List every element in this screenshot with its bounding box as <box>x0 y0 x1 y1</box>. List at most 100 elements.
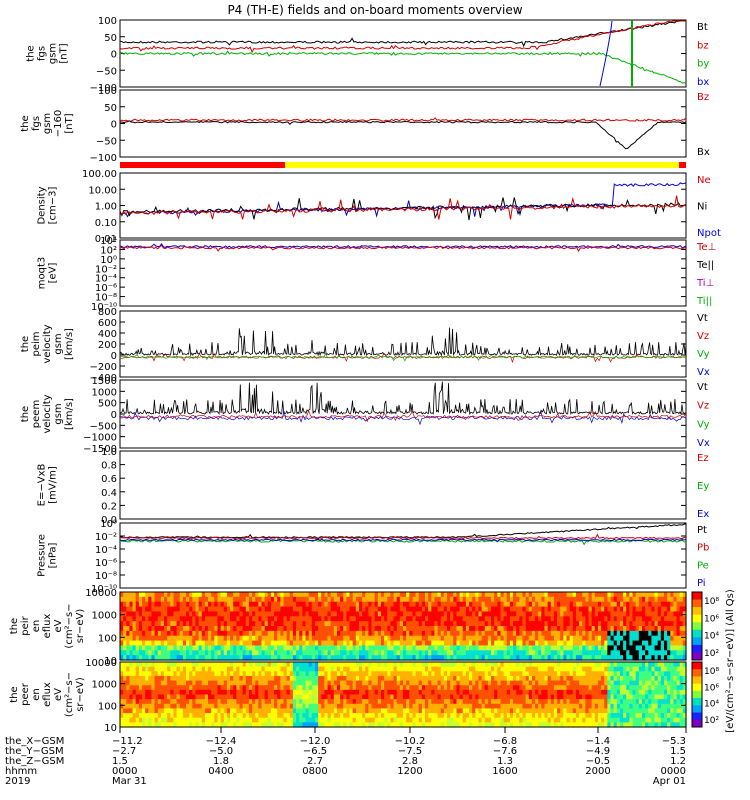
y-tick-label: 10⁻¹⁰ <box>91 584 117 595</box>
x-tick-label: −2.7 <box>112 746 136 757</box>
y-axis-label: [eV] <box>48 263 59 284</box>
series-Ti <box>119 243 687 249</box>
legend-entry: Ey <box>697 481 709 492</box>
y-tick-label: 1.00 <box>95 202 117 213</box>
y-tick-label: −400 <box>90 373 117 384</box>
legend-entry: Te|| <box>696 260 714 271</box>
y-tick-label: 1000 <box>92 387 117 398</box>
series-Bx <box>119 120 687 150</box>
legend-entry: Vz <box>697 331 709 342</box>
y-axis-label: (cm²−s− <box>64 672 75 717</box>
panel-efield <box>119 450 687 520</box>
y-axis-label: gsm <box>53 333 64 354</box>
legend-entry: Pi <box>697 578 706 589</box>
legend-entry: Vy <box>697 419 710 430</box>
panel-fgs_gsm_hires <box>119 89 687 158</box>
y-tick-label: 10⁰ <box>100 255 117 266</box>
x-tick-label: 2.7 <box>307 756 323 767</box>
y-tick-label: 10⁻⁶ <box>95 283 117 294</box>
y-tick-label: 100 <box>98 633 117 644</box>
x-tick-label: −4.9 <box>586 746 610 757</box>
y-tick-label: 10² <box>100 245 117 256</box>
y-axis-label: the <box>9 618 20 634</box>
y-tick-label: −100 <box>90 83 117 94</box>
legend-entry: Ti⊥ <box>696 278 714 289</box>
y-tick-label: 200 <box>98 340 117 351</box>
x-tick-label: Mar 31 <box>112 776 147 787</box>
x-tick-label: Apr 01 <box>653 776 686 787</box>
legend-entry: Ti|| <box>696 296 712 307</box>
legend-entry: bx <box>697 77 709 88</box>
y-tick-label: 0.01 <box>95 234 117 245</box>
y-axis-label: fgs <box>31 116 42 131</box>
legend-entry: Pe <box>697 560 709 571</box>
panel-peem_velocity <box>119 379 687 449</box>
y-axis-label: (cm²−s− <box>64 603 75 648</box>
legend-entry: Ez <box>697 453 709 464</box>
series-bz <box>119 20 686 54</box>
panel-peer_spec <box>119 661 687 728</box>
y-axis-label: en <box>31 688 42 701</box>
series-Vt <box>119 327 687 357</box>
x-tick-label: 1200 <box>397 766 422 777</box>
panel-temperature <box>119 239 687 307</box>
panel-frame <box>119 591 687 661</box>
y-tick-label: 10000 <box>85 588 117 599</box>
colorbar-tick: 10⁴ <box>704 700 719 710</box>
y-tick-label: −50 <box>96 66 117 77</box>
x-tick-label: 0800 <box>302 766 327 777</box>
y-tick-label: 1.0 <box>101 447 117 458</box>
y-axis-label: peim <box>31 331 42 356</box>
y-tick-label: 0.4 <box>101 488 117 499</box>
y-axis-label: eV <box>53 688 64 701</box>
x-tick-label: −7.6 <box>493 746 517 757</box>
y-tick-label: 10⁻⁸ <box>95 571 117 582</box>
y-tick-label: 10⁻² <box>95 532 117 543</box>
y-tick-label: 100 <box>98 701 117 712</box>
legend-entry: Bx <box>697 147 710 158</box>
series-Vy <box>119 352 687 362</box>
y-axis-label: velocity <box>42 394 53 433</box>
x-tick-label: −7.5 <box>398 746 422 757</box>
y-axis-label: peir <box>20 615 31 635</box>
colorbar-tick: 10⁸ <box>704 667 719 677</box>
y-tick-label: 400 <box>98 329 117 340</box>
y-tick-label: −1500 <box>83 444 117 455</box>
x-tick-label: −10.2 <box>395 736 426 747</box>
y-tick-label: 0 <box>111 410 117 421</box>
legend-entry: Bt <box>697 22 708 33</box>
series-Pb <box>119 533 687 540</box>
x-row-name: the_Y−GSM <box>5 746 64 757</box>
panel-frame <box>119 522 687 589</box>
y-tick-label: 10⁻⁴ <box>95 545 117 556</box>
y-axis-label: [mV/m] <box>48 466 59 504</box>
y-axis-label: [cm−3] <box>48 187 59 225</box>
x-tick-label: 1.5 <box>670 746 686 757</box>
x-tick-label: −5.0 <box>209 746 233 757</box>
y-tick-label: 0 <box>111 351 117 362</box>
y-tick-label: 100.00 <box>82 169 117 180</box>
colorbar-tick: 10⁶ <box>704 614 719 624</box>
y-axis-label: E=−VxB <box>37 464 48 507</box>
panel-frame <box>119 239 687 307</box>
x-tick-label: −1.4 <box>586 736 610 747</box>
legend-entry: Vt <box>697 313 708 324</box>
y-tick-label: 10⁴ <box>100 236 117 247</box>
x-tick-label: 1.2 <box>670 756 686 767</box>
series-Ne <box>119 195 687 220</box>
legend-entry: Pb <box>697 543 709 554</box>
y-axis-label: peem <box>31 400 42 428</box>
colorbar-label: [eV/(cm²−s−sr−eV)] (All Qs) <box>725 589 736 733</box>
y-tick-label: 1500 <box>92 376 117 387</box>
y-axis-label: eflux <box>42 682 53 707</box>
legend-entry: by <box>697 59 709 70</box>
series-Pt <box>119 523 687 541</box>
panel-frame <box>119 310 687 378</box>
y-axis-label: the <box>26 45 37 61</box>
y-axis-label: the <box>20 115 31 131</box>
panel-fgs_gsm <box>119 19 687 88</box>
y-tick-label: 0.8 <box>101 461 117 472</box>
y-tick-label: 0.0 <box>101 515 117 526</box>
y-tick-label: −200 <box>90 362 117 373</box>
series-Vt <box>119 381 687 416</box>
